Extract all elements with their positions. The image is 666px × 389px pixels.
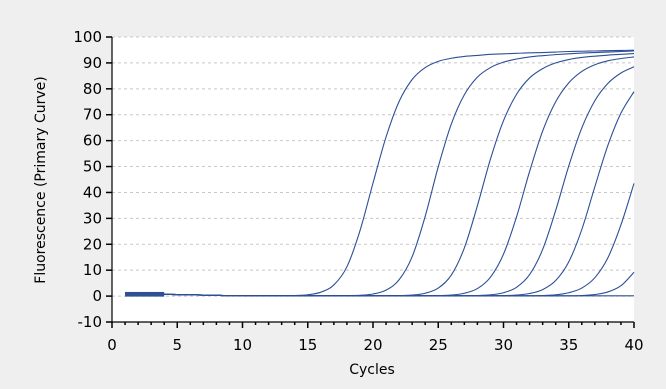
x-tick-label: 35 <box>559 336 578 354</box>
y-tick-label: 90 <box>83 54 102 72</box>
y-tick-label: 40 <box>83 183 102 201</box>
y-tick-label: 50 <box>83 158 102 176</box>
series-layer <box>125 49 635 297</box>
y-tick-label: 100 <box>73 28 102 46</box>
y-tick-label: 30 <box>83 209 102 227</box>
y-axis-title: Fluorescence (Primary Curve) <box>33 76 49 283</box>
y-tick-label: -10 <box>78 313 103 331</box>
x-tick-label: 5 <box>172 336 182 354</box>
x-tick-label: 10 <box>233 336 252 354</box>
plot-area <box>112 37 634 322</box>
x-tick-label: 15 <box>298 336 317 354</box>
axes <box>106 36 635 328</box>
series-line-9 <box>125 292 634 297</box>
y-tick-label: 20 <box>83 235 102 253</box>
y-tick-label: 70 <box>83 106 102 124</box>
y-tick-label: 80 <box>83 80 102 98</box>
y-tick-label: 10 <box>83 261 102 279</box>
grid-lines <box>112 36 634 322</box>
y-tick-label: 60 <box>83 132 102 150</box>
y-tick-label: 0 <box>92 287 102 305</box>
x-tick-label: 30 <box>494 336 513 354</box>
x-tick-label: 25 <box>429 336 448 354</box>
x-tick-label: 0 <box>107 336 117 354</box>
x-tick-label: 40 <box>624 336 643 354</box>
baseline-noise-band <box>125 291 165 297</box>
x-tick-label: 20 <box>363 336 382 354</box>
x-axis-title: Cycles <box>349 362 395 378</box>
